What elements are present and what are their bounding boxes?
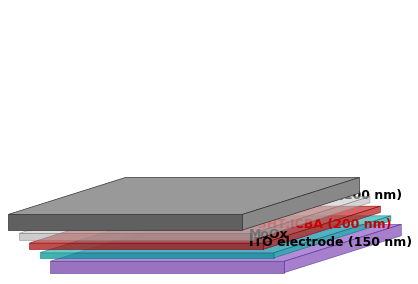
Polygon shape — [253, 197, 370, 240]
Polygon shape — [8, 178, 359, 214]
Polygon shape — [19, 233, 253, 240]
Text: ITO electrode (150 nm): ITO electrode (150 nm) — [249, 236, 412, 249]
Text: MoOx: MoOx — [249, 228, 288, 241]
Text: ZnO: ZnO — [249, 208, 277, 222]
Polygon shape — [40, 216, 391, 253]
Text: P3HT:ICBA (200 nm): P3HT:ICBA (200 nm) — [249, 218, 391, 231]
Polygon shape — [50, 261, 284, 273]
Polygon shape — [242, 178, 359, 230]
Polygon shape — [29, 206, 380, 243]
Polygon shape — [284, 224, 401, 273]
Polygon shape — [19, 197, 370, 233]
Polygon shape — [263, 206, 380, 249]
Text: Al electrode (100 nm): Al electrode (100 nm) — [249, 189, 402, 202]
Polygon shape — [40, 253, 274, 258]
Polygon shape — [29, 243, 263, 249]
Polygon shape — [50, 224, 401, 261]
Polygon shape — [8, 214, 242, 230]
Polygon shape — [274, 216, 391, 258]
